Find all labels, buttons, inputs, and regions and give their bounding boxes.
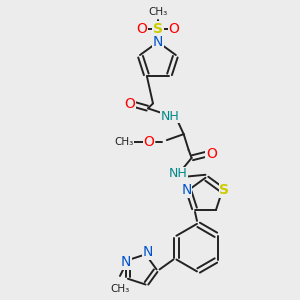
Text: N: N [153,35,163,49]
Text: CH₃: CH₃ [115,137,134,147]
Text: NH: NH [168,167,187,180]
Text: O: O [125,98,136,111]
Text: O: O [136,22,148,36]
Text: O: O [144,135,154,149]
Text: S: S [219,183,230,197]
Text: O: O [168,22,179,36]
Text: N: N [121,255,131,269]
Text: O: O [206,147,217,161]
Text: NH: NH [160,110,179,123]
Text: S: S [153,22,163,36]
Text: N: N [142,245,153,260]
Text: CH₃: CH₃ [148,7,168,17]
Text: N: N [182,183,192,197]
Text: CH₃: CH₃ [110,284,130,294]
